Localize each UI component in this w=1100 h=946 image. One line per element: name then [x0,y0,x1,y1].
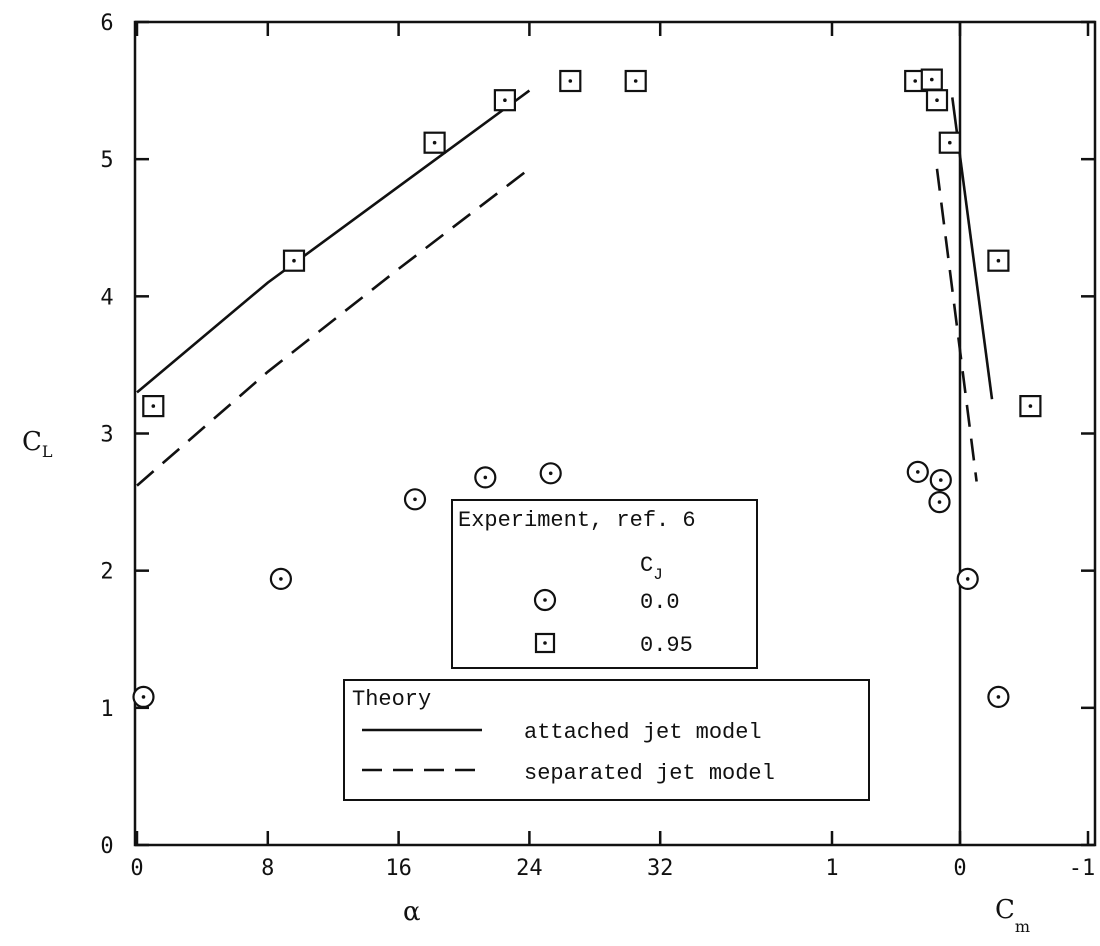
circle-marker-cm [928,491,951,514]
square-marker-alpha [282,249,306,272]
y-tick-label: 1 [100,697,113,722]
circle-marker-alpha [403,488,427,511]
x-tick-label-alpha: 24 [516,856,543,881]
legend-row-square-marker [534,632,556,654]
axis-tick-labels: 0 1 2 3 4 5 6 0 8 16 24 32 1 0 -1 [100,11,1095,881]
y-tick-label: 2 [100,560,113,585]
square-marker-cm [1019,395,1042,418]
legend-theory-frame [343,679,870,801]
x-tick-label-alpha: 8 [261,856,274,881]
y-tick-label: 5 [100,148,113,173]
legend-row-circle-marker [533,588,557,612]
circle-marker-cm [906,460,929,483]
attached-jet-line-alpha [136,89,531,394]
circle-marker-cm [956,567,979,591]
square-marker-alpha [493,89,516,112]
experiment-markers [132,68,1042,709]
x-tick-label-cm: -1 [1069,856,1096,881]
x-tick-label-alpha: 32 [647,856,674,881]
x-axis-label-alpha: α [403,897,421,927]
circle-marker-alpha [474,466,497,489]
separated-jet-line-cm [935,168,978,482]
legend-row-square-value: 0.95 [640,633,693,658]
y-tick-label: 6 [100,11,113,36]
legend-theory-dashed-label: separated jet model [524,761,775,786]
legend-experiment-frame [451,499,758,669]
square-marker-alpha [142,395,165,418]
legend-theory-solid-label: attached jet model [524,720,762,745]
separated-jet-line-alpha [136,167,531,487]
circle-marker-alpha [132,685,155,709]
legend-row-circle-value: 0.0 [640,590,680,615]
square-marker-alpha [559,69,582,93]
y-tick-label: 4 [100,285,113,310]
x-tick-label-cm: 1 [825,856,838,881]
circle-marker-cm [929,469,952,492]
square-marker-alpha [423,131,446,154]
square-marker-alpha [624,69,647,93]
y-axis-label: CL [22,427,53,461]
square-marker-cm [925,89,949,112]
legend-theory-title: Theory [352,687,431,712]
legend-experiment-title: Experiment, ref. 6 [458,508,696,533]
circle-marker-alpha [269,567,292,591]
x-tick-label-alpha: 0 [130,856,143,881]
square-marker-cm [920,68,943,91]
legend-experiment-header: CJ [640,553,663,584]
x-tick-label-cm: 0 [953,856,966,881]
y-tick-label: 3 [100,423,113,448]
x-tick-label-alpha: 16 [385,856,412,881]
circle-marker-alpha [539,462,562,485]
x-axis-label-cm: Cm [995,895,1030,936]
square-marker-cm [938,131,961,154]
legend-theory: Theory attached jet model separated jet … [343,679,870,801]
y-tick-label: 0 [100,834,113,859]
square-marker-cm [987,249,1010,272]
circle-marker-cm [987,685,1010,709]
legend-experiment: Experiment, ref. 6 CJ 0.0 0.95 [451,499,758,669]
